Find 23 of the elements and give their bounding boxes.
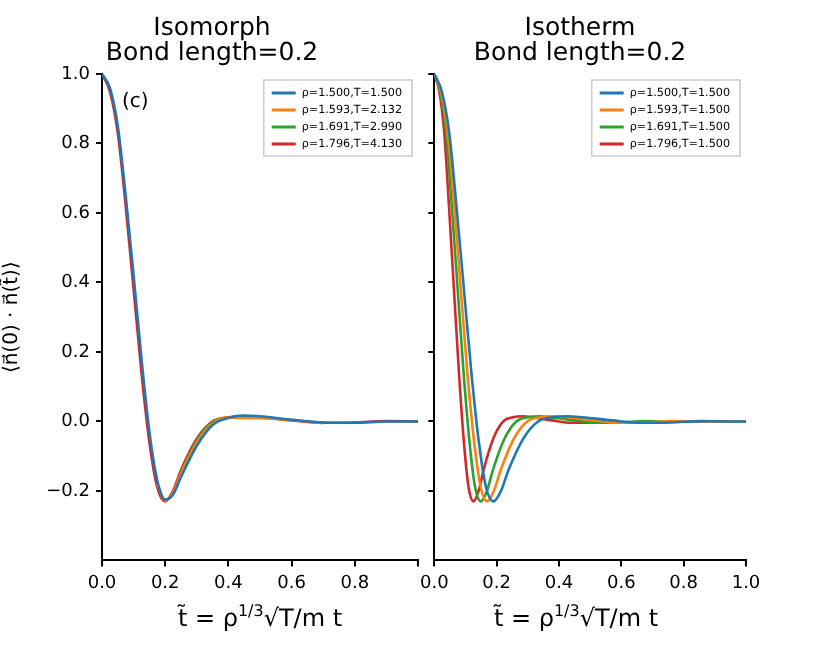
x-axis-title: t̃ = ρ$^{1/3}$√T/m t <box>175 602 345 632</box>
y-tick-label: 0.0 <box>61 412 91 433</box>
chart-title: Isomorph Bond length=0.2 <box>105 11 319 66</box>
chart-title: Isotherm Bond length=0.2 <box>473 11 687 66</box>
x-tick-label: 0.8 <box>340 573 370 594</box>
x-tick-label: 1.0 <box>731 573 761 594</box>
y-tick-label: 0.6 <box>61 203 91 224</box>
y-tick-label: 0.2 <box>61 342 90 363</box>
y-tick-label: 0.8 <box>61 134 91 155</box>
y-tick-label: −0.2 <box>46 481 90 502</box>
x-axis-title: t̃ = ρ$^{1/3}$√T/m t <box>491 602 661 632</box>
x-tick-label: 0.4 <box>544 573 574 594</box>
x-tick-label: 0.0 <box>87 573 117 594</box>
x-tick-label: 0.2 <box>482 573 511 594</box>
x-tick-label: 0.0 <box>419 573 450 594</box>
x-tick-label: 0.2 <box>150 573 180 594</box>
x-tick-label: 0.4 <box>214 573 244 594</box>
annotation: (c) <box>122 91 149 114</box>
x-tick-label: 0.6 <box>607 573 637 594</box>
y-tick-label: 0.4 <box>61 273 91 294</box>
y-tick-label: 1.0 <box>61 64 91 85</box>
x-tick-label: 0.8 <box>669 573 699 594</box>
x-tick-label: 0.6 <box>277 573 307 594</box>
